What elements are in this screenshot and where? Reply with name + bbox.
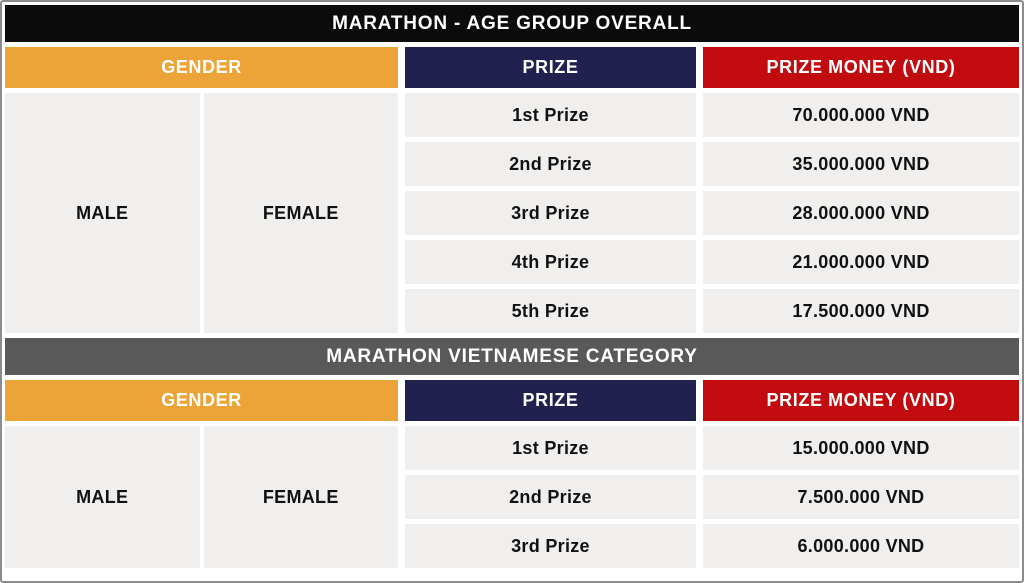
gender-cell-female-2: FEMALE xyxy=(203,426,398,568)
section-title-vietnamese-category: MARATHON VIETNAMESE CATEGORY xyxy=(5,338,1019,375)
column-header-gender-1: GENDER xyxy=(5,47,398,88)
column-header-gender-2: GENDER xyxy=(5,380,398,421)
amount-cell-1st-overall: 70.000.000 VND xyxy=(703,93,1019,137)
column-header-prize-1: PRIZE xyxy=(405,47,696,88)
column-header-prize-money-1: PRIZE MONEY (VND) xyxy=(703,47,1019,88)
prize-cell-4th-overall: 4th Prize xyxy=(405,240,696,284)
column-header-prize-money-2: PRIZE MONEY (VND) xyxy=(703,380,1019,421)
gender-cells-1: MALE FEMALE xyxy=(5,93,398,333)
prize-cell-3rd-overall: 3rd Prize xyxy=(405,191,696,235)
amount-cell-5th-overall: 17.500.000 VND xyxy=(703,289,1019,333)
prize-cell-1st-vietnamese: 1st Prize xyxy=(405,426,696,470)
gender-cell-male-2: MALE xyxy=(5,426,200,568)
gender-cell-female-1: FEMALE xyxy=(203,93,398,333)
prize-cell-2nd-vietnamese: 2nd Prize xyxy=(405,475,696,519)
prize-cell-3rd-vietnamese: 3rd Prize xyxy=(405,524,696,568)
prize-table-grid: MARATHON - AGE GROUP OVERALL GENDER PRIZ… xyxy=(5,5,1019,578)
prize-cell-1st-overall: 1st Prize xyxy=(405,93,696,137)
gender-cell-male-1: MALE xyxy=(5,93,200,333)
amount-cell-3rd-overall: 28.000.000 VND xyxy=(703,191,1019,235)
section-title-age-group-overall: MARATHON - AGE GROUP OVERALL xyxy=(5,5,1019,42)
amount-cell-2nd-vietnamese: 7.500.000 VND xyxy=(703,475,1019,519)
prize-cell-2nd-overall: 2nd Prize xyxy=(405,142,696,186)
amount-cell-4th-overall: 21.000.000 VND xyxy=(703,240,1019,284)
gender-cells-2: MALE FEMALE xyxy=(5,426,398,568)
amount-cell-3rd-vietnamese: 6.000.000 VND xyxy=(703,524,1019,568)
prize-cell-5th-overall: 5th Prize xyxy=(405,289,696,333)
amount-cell-1st-vietnamese: 15.000.000 VND xyxy=(703,426,1019,470)
column-header-prize-2: PRIZE xyxy=(405,380,696,421)
amount-cell-2nd-overall: 35.000.000 VND xyxy=(703,142,1019,186)
